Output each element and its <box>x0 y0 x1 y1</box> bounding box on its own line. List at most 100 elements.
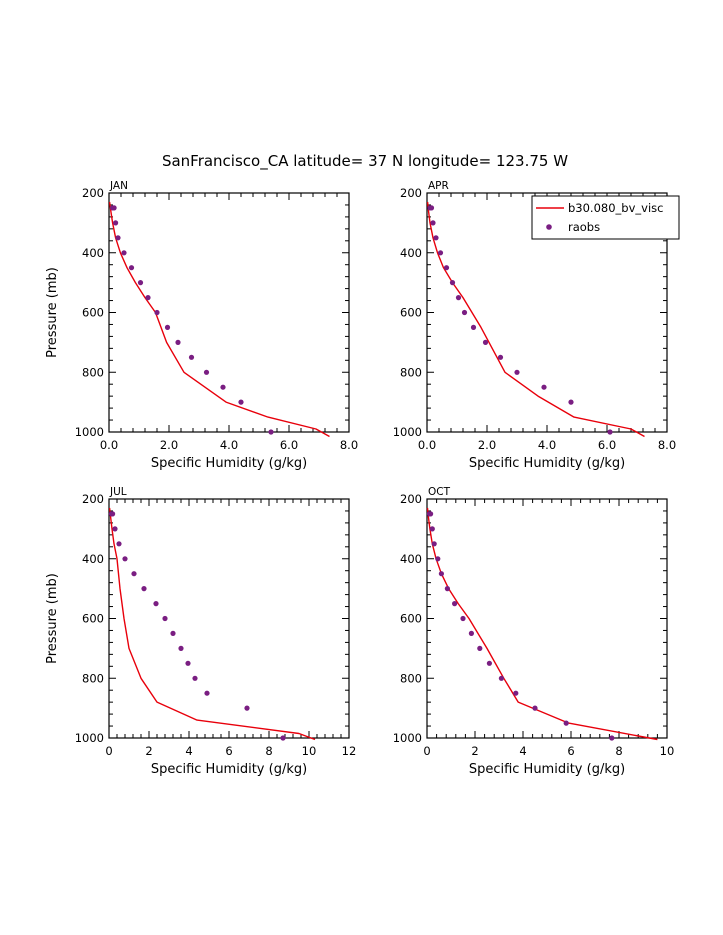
raobs-point <box>563 720 569 726</box>
x-tick-label: 6.0 <box>280 438 298 452</box>
y-tick-label: 800 <box>400 365 422 379</box>
panel-jan: 0.0 2.0 4.0 6.0 8.0 200 400 600 800 1000 JAN Specif… <box>45 180 358 471</box>
panel-apr: 0.0 2.0 4.0 6.0 8.0 200 400 600 800 1000 APR Specif… <box>393 180 676 471</box>
raobs-point <box>113 220 119 226</box>
model-line-apr <box>426 201 645 438</box>
panels: 0.0 2.0 4.0 6.0 8.02004006008001000JANSpecif… <box>45 180 676 777</box>
raobs-point <box>131 571 137 577</box>
raobs-point <box>178 645 184 652</box>
x-axis-label: Specific Humidity (g/kg) <box>469 456 625 471</box>
y-tick-label: 400 <box>82 552 104 566</box>
raobs-point <box>433 235 439 241</box>
figure-title: SanFrancisco_CA latitude= 37 N longitude… <box>162 152 568 171</box>
x-tick-label: 6 <box>225 744 232 758</box>
raobs-point <box>460 615 466 622</box>
raobs-point <box>204 690 210 696</box>
raobs-point <box>461 309 468 316</box>
raobs-point <box>497 354 504 360</box>
raobs-point <box>532 705 538 711</box>
raobs-point <box>429 526 435 532</box>
y-axis-label: Pressure (mb) <box>45 573 60 664</box>
y-axis-label: Pressure (mb) <box>45 267 60 358</box>
x-tick-label: 6 <box>567 744 574 758</box>
x-tick-label: 6.0 <box>598 438 616 452</box>
raobs-point <box>455 295 462 301</box>
raobs-point <box>438 571 444 577</box>
raobs-point <box>110 511 116 517</box>
legend-box <box>531 195 680 240</box>
y-tick-label: 400 <box>82 246 104 260</box>
x-tick-label: 2.0 <box>478 438 496 452</box>
raobs-point <box>154 309 160 316</box>
panel-label: JAN <box>109 180 128 192</box>
x-tick-label: 4 <box>185 744 192 758</box>
x-tick-label: 0.0 <box>100 438 118 452</box>
x-tick-label: 2 <box>145 744 152 758</box>
raobs-point <box>435 556 441 562</box>
raobs-point <box>188 354 195 360</box>
x-tick-label: 0 <box>105 744 112 758</box>
y-tick-label: 600 <box>82 612 104 626</box>
raobs-point <box>137 280 144 286</box>
raobs-point <box>170 630 176 637</box>
legend: b30.080_bv_visc raobs <box>531 195 680 240</box>
raobs-point <box>428 205 435 211</box>
x-tick-label: 8 <box>615 744 622 758</box>
raobs-point <box>431 541 437 547</box>
panel-label: APR <box>428 180 449 192</box>
raobs-point <box>153 601 159 607</box>
x-tick-label: 8.0 <box>658 438 676 452</box>
x-tick-label: 4.0 <box>538 438 556 452</box>
raobs-point <box>498 675 504 681</box>
raobs-point <box>468 630 474 637</box>
raobs-point <box>449 280 456 286</box>
raobs-point <box>486 660 492 666</box>
x-tick-label: 4 <box>519 744 526 758</box>
panel-label: OCT <box>428 486 451 498</box>
raobs-point <box>111 205 117 211</box>
y-tick-label: 600 <box>400 306 422 320</box>
x-axis-label: Specific Humidity (g/kg) <box>151 762 307 777</box>
raobs-point <box>164 324 171 330</box>
x-tick-label: 2.0 <box>160 438 178 452</box>
raobs-point <box>122 556 128 562</box>
x-tick-label: 2 <box>471 744 478 758</box>
x-tick-label: 4.0 <box>220 438 238 452</box>
raobs-point <box>541 384 547 390</box>
plot-frame <box>108 498 350 739</box>
x-tick-label: 10 <box>660 744 675 758</box>
raobs-point <box>452 601 458 607</box>
raobs-point <box>477 645 483 652</box>
y-tick-label: 200 <box>400 492 422 506</box>
raobs-point <box>428 511 434 517</box>
y-tick-label: 200 <box>82 492 104 506</box>
raobs-point <box>145 295 151 301</box>
model-line-jan <box>108 201 330 438</box>
raobs-point <box>185 660 191 666</box>
y-tick-label: 800 <box>82 365 104 379</box>
raobs-point <box>162 615 168 622</box>
raobs-point <box>607 429 613 435</box>
y-tick-label: 800 <box>82 671 104 685</box>
x-tick-label: 0 <box>423 744 430 758</box>
y-tick-label: 200 <box>400 186 422 200</box>
plot-frame <box>108 192 350 433</box>
panel-oct: 0 2 4 6 8 10 200 400 600 800 1000 OCT Specific Humid… <box>393 486 675 777</box>
legend-obs-marker <box>546 224 552 230</box>
y-tick-label: 600 <box>400 612 422 626</box>
raobs-point <box>430 220 436 226</box>
raobs-point <box>443 265 450 271</box>
y-tick-label: 600 <box>82 306 104 320</box>
raobs-point <box>220 384 226 390</box>
panel-jul: 0 2 4 6 8 10 12 200 400 600 800 1000 JUL Specific Hum… <box>45 486 356 777</box>
x-tick-label: 8 <box>265 744 272 758</box>
raobs-point <box>568 399 574 405</box>
y-tick-label: 200 <box>82 186 104 200</box>
raobs-point <box>470 324 477 330</box>
raobs-point <box>280 735 286 741</box>
raobs-point <box>609 735 615 741</box>
raobs-point <box>268 429 274 435</box>
y-tick-label: 1000 <box>393 425 422 439</box>
x-tick-label: 8.0 <box>340 438 358 452</box>
